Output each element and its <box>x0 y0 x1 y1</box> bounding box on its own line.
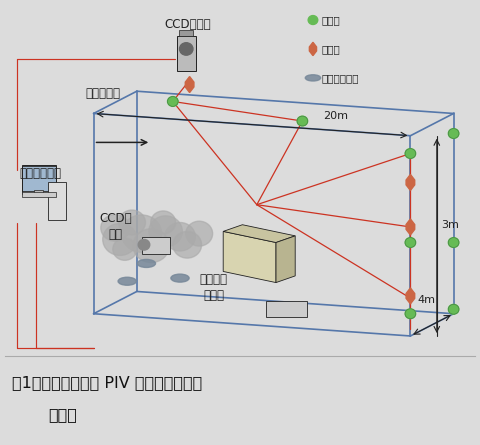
Circle shape <box>168 97 178 106</box>
Polygon shape <box>223 231 276 283</box>
FancyBboxPatch shape <box>177 36 196 71</box>
Polygon shape <box>406 288 415 304</box>
Ellipse shape <box>171 274 189 282</box>
Circle shape <box>151 211 176 234</box>
Polygon shape <box>310 42 317 56</box>
Text: 3m: 3m <box>442 220 459 230</box>
Ellipse shape <box>305 75 321 81</box>
Circle shape <box>448 129 459 138</box>
Text: 気流の方向: 気流の方向 <box>86 87 120 100</box>
FancyBboxPatch shape <box>179 30 193 36</box>
Circle shape <box>405 238 416 247</box>
Circle shape <box>308 16 318 24</box>
Text: CCDカメラ: CCDカメラ <box>164 18 211 31</box>
Circle shape <box>180 43 193 55</box>
Text: 反射鏡: 反射鏡 <box>322 15 340 25</box>
Text: レーザ光
発生器: レーザ光 発生器 <box>200 272 228 302</box>
Text: 図1　風洞における PIV システムの構成: 図1 風洞における PIV システムの構成 <box>12 375 202 390</box>
Polygon shape <box>223 225 295 243</box>
Polygon shape <box>185 77 194 93</box>
Circle shape <box>186 221 213 246</box>
Circle shape <box>121 215 162 252</box>
Ellipse shape <box>137 259 156 267</box>
Circle shape <box>138 239 150 250</box>
Text: コンピュータ: コンピュータ <box>20 167 62 180</box>
Text: レンズ: レンズ <box>322 44 340 54</box>
Circle shape <box>113 238 137 260</box>
Text: CCDカ
メラ: CCDカ メラ <box>99 212 132 242</box>
Ellipse shape <box>118 277 136 285</box>
Polygon shape <box>406 174 415 190</box>
Circle shape <box>297 116 308 126</box>
Text: 煙発生ノズル: 煙発生ノズル <box>322 73 359 83</box>
Circle shape <box>405 309 416 319</box>
Circle shape <box>119 210 145 235</box>
Circle shape <box>103 223 137 255</box>
FancyBboxPatch shape <box>142 237 170 254</box>
Circle shape <box>149 216 182 247</box>
FancyBboxPatch shape <box>34 190 43 196</box>
Polygon shape <box>276 236 295 283</box>
FancyBboxPatch shape <box>266 301 307 317</box>
Circle shape <box>173 231 202 258</box>
Text: 20m: 20m <box>324 111 348 121</box>
Polygon shape <box>406 219 415 235</box>
FancyBboxPatch shape <box>22 166 56 191</box>
Text: と設置: と設置 <box>48 407 77 422</box>
Text: 4m: 4m <box>418 295 436 305</box>
Circle shape <box>101 214 130 241</box>
Circle shape <box>165 222 195 251</box>
Circle shape <box>405 149 416 158</box>
Circle shape <box>448 238 459 247</box>
Circle shape <box>448 304 459 314</box>
FancyBboxPatch shape <box>48 182 66 220</box>
Circle shape <box>133 229 169 263</box>
FancyBboxPatch shape <box>22 192 56 197</box>
